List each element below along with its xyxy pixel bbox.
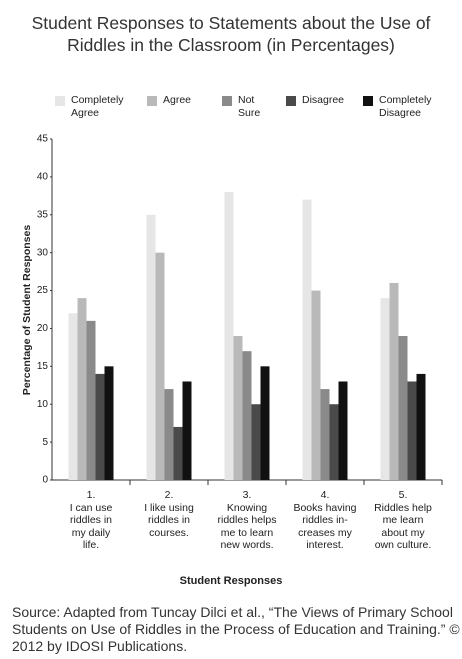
legend-label: Agree: [163, 94, 192, 106]
x-tick-label-line: riddles in-: [302, 514, 348, 527]
bar: [242, 351, 252, 480]
bar: [233, 336, 243, 480]
x-tick-label-line: Knowing: [226, 501, 268, 514]
bar: [416, 373, 426, 480]
x-tick-label-line: interest.: [306, 539, 344, 552]
x-tick-label-line: 5.: [398, 489, 408, 501]
y-tick-label: 45: [37, 134, 49, 145]
bar: [68, 313, 78, 480]
bar: [311, 290, 321, 480]
x-tick-label-line: I can use: [69, 501, 113, 514]
chart-title: Student Responses to Statements about th…: [31, 13, 431, 55]
y-tick-label: 5: [42, 437, 48, 448]
bar: [329, 404, 339, 480]
legend-label: Completely Agree: [71, 94, 124, 119]
x-tick-label: 4. Books having riddles in-creases my inter…: [286, 489, 364, 552]
x-tick-label-line: Riddles help: [374, 501, 432, 514]
bar: [380, 298, 390, 480]
bar: [155, 252, 165, 480]
x-tick-label-line: I like using: [144, 501, 194, 514]
x-tick-label-line: courses.: [149, 526, 189, 539]
bar: [86, 320, 96, 480]
x-tick-label-line: new words.: [220, 539, 274, 552]
x-tick-label-line: 1.: [86, 489, 96, 501]
x-tick-label-line: riddles in: [147, 514, 191, 527]
legend-swatch: [363, 96, 373, 106]
x-tick-label-line: own culture.: [374, 539, 432, 552]
x-tick-label-line: 3.: [242, 489, 252, 501]
y-tick-label: 40: [37, 172, 49, 183]
legend-swatch: [55, 96, 65, 106]
y-tick-label: 20: [37, 323, 49, 334]
legend-label: Disagree: [302, 94, 345, 106]
x-tick-label-line: 4.: [320, 489, 330, 501]
x-tick-label: 3. Knowing riddles helps me to learn new wor…: [208, 489, 286, 552]
x-tick-label-line: 2.: [164, 489, 174, 501]
y-axis-label: Percentage of Student Responses: [21, 225, 33, 396]
bar: [182, 381, 192, 480]
bar: [146, 214, 156, 480]
legend-label: Not Sure: [238, 94, 261, 119]
x-tick-label-line: me to learn: [220, 526, 274, 539]
x-tick-label: 1. I can use riddles in my daily life.: [52, 489, 130, 552]
x-tick-label-line: creases my: [298, 526, 352, 539]
x-tick-label-line: riddles helps: [217, 514, 277, 527]
bar: [104, 366, 114, 480]
bar: [173, 426, 183, 480]
y-tick-label: 10: [37, 399, 49, 410]
bar: [260, 366, 270, 480]
legend: Completely Agree Agree Not Sure Disagree Com…: [0, 94, 462, 130]
x-tick-label: 2. I like using riddles in courses.: [130, 489, 208, 539]
source-note: Source: Adapted from Tuncay Dilci et al.…: [12, 604, 460, 654]
bar: [251, 404, 261, 480]
x-tick-label-line: me learn: [382, 514, 424, 527]
y-tick-label: 35: [37, 209, 49, 220]
bar: [224, 192, 234, 481]
bar: [164, 389, 174, 480]
x-tick-label-line: life.: [82, 539, 100, 552]
x-tick-label-line: my daily: [71, 526, 111, 539]
y-tick-label: 25: [37, 285, 49, 296]
legend-swatch: [222, 96, 232, 106]
chart: Percentage of Student Responses 0 5 10 15 20…: [21, 134, 443, 486]
y-tick-label: 0: [42, 475, 48, 486]
bar: [77, 298, 87, 480]
x-tick-label-line: riddles in: [69, 514, 113, 527]
x-tick-label-line: about my: [381, 526, 425, 539]
legend-label: Completely Disagree: [379, 94, 432, 119]
x-tick-label-line: Books having: [293, 501, 357, 514]
legend-swatch: [147, 96, 157, 106]
bar: [338, 381, 348, 480]
y-tick-label: 15: [37, 361, 49, 372]
legend-swatch: [286, 96, 296, 106]
bar: [302, 199, 312, 480]
y-tick-label: 30: [37, 247, 49, 258]
bar: [95, 373, 105, 480]
bar: [398, 336, 408, 480]
x-axis-label: Student Responses: [179, 575, 283, 587]
x-tick-label: 5. Riddles help me learn about my own cultur…: [364, 489, 442, 552]
bar: [320, 389, 330, 480]
bar: [407, 381, 417, 480]
bar: [389, 282, 399, 480]
